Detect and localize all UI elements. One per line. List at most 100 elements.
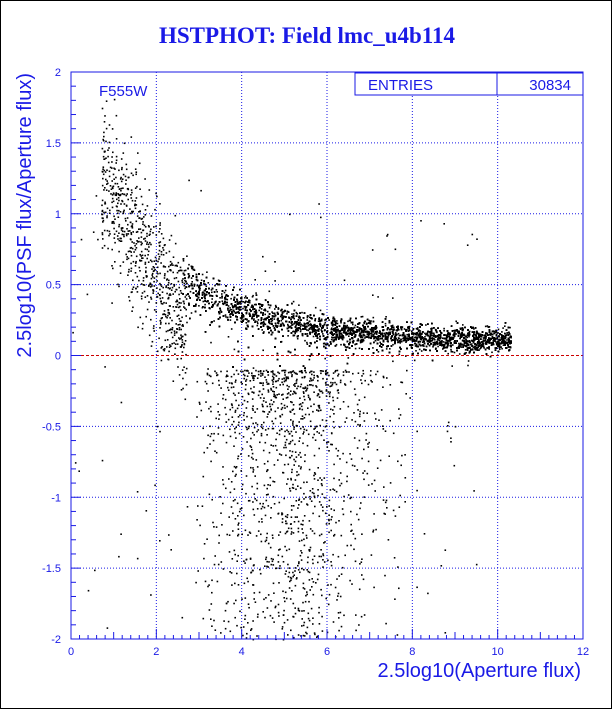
scatter-point	[385, 316, 387, 318]
scatter-point	[404, 328, 406, 330]
scatter-point	[231, 309, 233, 311]
scatter-point	[500, 346, 502, 348]
scatter-point	[227, 299, 229, 301]
scatter-point	[315, 307, 317, 309]
scatter-point	[225, 290, 227, 292]
scatter-point	[274, 308, 276, 310]
scatter-point	[211, 302, 213, 304]
scatter-point	[398, 338, 400, 340]
scatter-point	[194, 285, 196, 287]
scatter-point	[191, 281, 193, 283]
scatter-point	[258, 319, 260, 321]
scatter-point	[320, 310, 322, 312]
scatter-point	[227, 309, 229, 311]
scatter-point	[294, 333, 296, 335]
scatter-point	[497, 332, 499, 334]
scatter-point	[224, 292, 226, 294]
scatter-point	[230, 298, 232, 300]
scatter-point	[309, 317, 311, 319]
scatter-point	[211, 298, 213, 300]
scatter-point	[399, 335, 401, 337]
scatter-point	[188, 295, 190, 297]
scatter-point	[483, 347, 485, 349]
scatter-point	[378, 351, 380, 353]
scatter-point	[497, 342, 499, 344]
scatter-point	[315, 318, 317, 320]
scatter-point	[336, 320, 338, 322]
scatter-point	[361, 316, 363, 318]
scatter-point	[216, 291, 218, 293]
scatter-point	[191, 312, 193, 314]
scatter-point	[231, 294, 233, 296]
scatter-point	[389, 348, 391, 350]
scatter-point	[328, 319, 330, 321]
scatter-point	[274, 318, 276, 320]
scatter-point	[221, 297, 223, 299]
scatter-point	[274, 329, 276, 331]
scatter-point	[377, 336, 379, 338]
scatter-point	[340, 344, 342, 346]
scatter-point	[348, 327, 350, 329]
scatter-point	[236, 307, 238, 309]
scatter-point	[214, 285, 216, 287]
scatter-point	[362, 336, 364, 338]
scatter-point	[325, 347, 327, 349]
scatter-point	[256, 317, 258, 319]
scatter-point	[504, 325, 506, 327]
scatter-point	[355, 325, 357, 327]
scatter-point	[213, 320, 215, 322]
scatter-point	[258, 310, 260, 312]
scatter-point	[458, 343, 460, 345]
scatter-point	[501, 331, 503, 333]
scatter-point	[498, 329, 500, 331]
scatter-point	[337, 323, 339, 325]
scatter-point	[291, 322, 293, 324]
scatter-point	[331, 339, 333, 341]
scatter-point	[398, 333, 400, 335]
scatter-point	[348, 357, 350, 359]
scatter-point	[508, 335, 510, 337]
scatter-point	[307, 343, 309, 345]
scatter-points	[72, 99, 512, 641]
scatter-point	[242, 308, 244, 310]
scatter-point	[331, 337, 333, 339]
scatter-point	[447, 353, 449, 355]
scatter-point	[293, 313, 295, 315]
scatter-point	[392, 332, 394, 334]
scatter-point	[465, 349, 467, 351]
scatter-point	[291, 313, 293, 315]
scatter-point	[468, 336, 470, 338]
scatter-point	[298, 304, 300, 306]
scatter-point	[414, 360, 416, 362]
scatter-point	[300, 331, 302, 333]
scatter-point	[419, 349, 421, 351]
scatter-point	[391, 340, 393, 342]
scatter-point	[322, 333, 324, 335]
scatter-point	[265, 324, 267, 326]
scatter-point	[349, 327, 351, 329]
scatter-point	[244, 297, 246, 299]
scatter-point	[462, 340, 464, 342]
scatter-point	[358, 330, 360, 332]
scatter-point	[231, 328, 233, 330]
scatter-point	[252, 295, 254, 297]
scatter-point	[198, 305, 200, 307]
scatter-point	[201, 280, 203, 282]
scatter-point	[452, 344, 454, 346]
scatter-point	[493, 333, 495, 335]
scatter-point	[347, 321, 349, 323]
scatter-point	[267, 311, 269, 313]
scatter-point	[385, 323, 387, 325]
scatter-point	[509, 327, 511, 329]
scatter-point	[432, 346, 434, 348]
scatter-point	[254, 311, 256, 313]
scatter-point	[334, 337, 336, 339]
scatter-point	[301, 312, 303, 314]
scatter-point	[307, 317, 309, 319]
scatter-point	[359, 348, 361, 350]
scatter-point	[186, 283, 188, 285]
scatter-point	[432, 339, 434, 341]
scatter-point	[208, 282, 210, 284]
